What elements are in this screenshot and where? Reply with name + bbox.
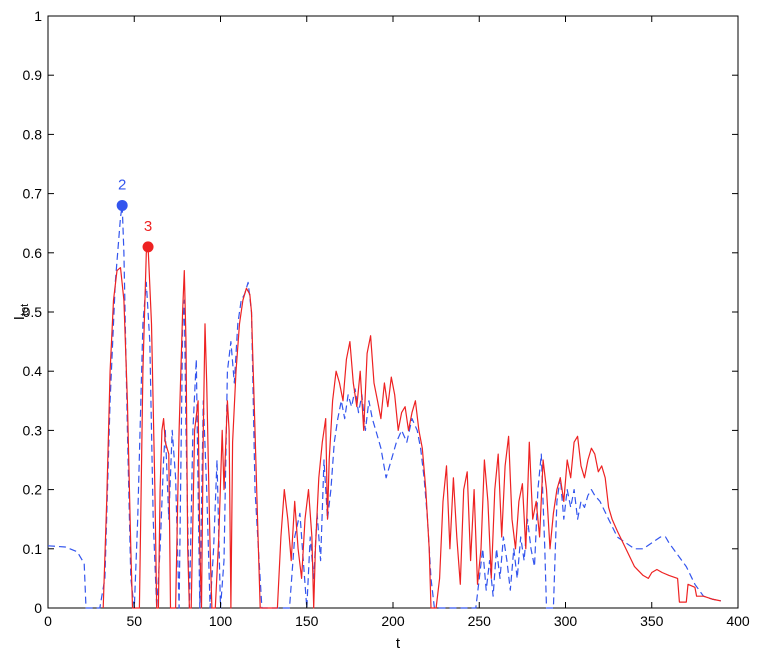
annotation-label-3: 3 [144, 218, 152, 235]
y-tick-label: 0.9 [23, 67, 43, 83]
y-tick-label: 0.1 [23, 541, 43, 557]
y-axis-label-main: I [11, 316, 28, 320]
annotation-marker-3 [142, 241, 154, 253]
annotation-label-2: 2 [118, 176, 126, 193]
x-tick-label: 300 [554, 613, 578, 629]
x-axis-label: t [396, 635, 401, 652]
x-tick-label: 50 [126, 613, 142, 629]
x-tick-label: 400 [726, 613, 750, 629]
y-axis-label-subscript: tot [19, 304, 31, 316]
y-tick-label: 0.3 [23, 422, 43, 438]
y-tick-label: 0 [34, 600, 42, 616]
x-tick-label: 150 [295, 613, 319, 629]
x-tick-label: 0 [44, 613, 52, 629]
x-tick-label: 250 [468, 613, 492, 629]
series-line-1 [47, 204, 721, 609]
tick-layer: 0 50 100 150 200 250 300 350 400 0 0.1 0.2 0.3 0.4 0.5… [23, 8, 750, 629]
series-line-2 [102, 246, 721, 609]
y-tick-label: 0.6 [23, 245, 43, 261]
annotation-marker-2 [116, 199, 128, 211]
y-axis-label: Itot [11, 304, 31, 320]
y-tick-label: 0.5 [23, 304, 43, 320]
annotation-layer: 23 [116, 176, 154, 253]
x-tick-label: 200 [381, 613, 405, 629]
y-tick-label: 0.8 [23, 126, 43, 142]
series-layer [47, 204, 721, 609]
y-tick-label: 0.7 [23, 186, 43, 202]
y-tick-label: 0.4 [23, 363, 43, 379]
y-tick-label: 1 [34, 8, 42, 24]
x-tick-label: 100 [209, 613, 233, 629]
x-tick-label: 350 [640, 613, 664, 629]
y-tick-label: 0.2 [23, 482, 43, 498]
plot-area [47, 15, 739, 609]
